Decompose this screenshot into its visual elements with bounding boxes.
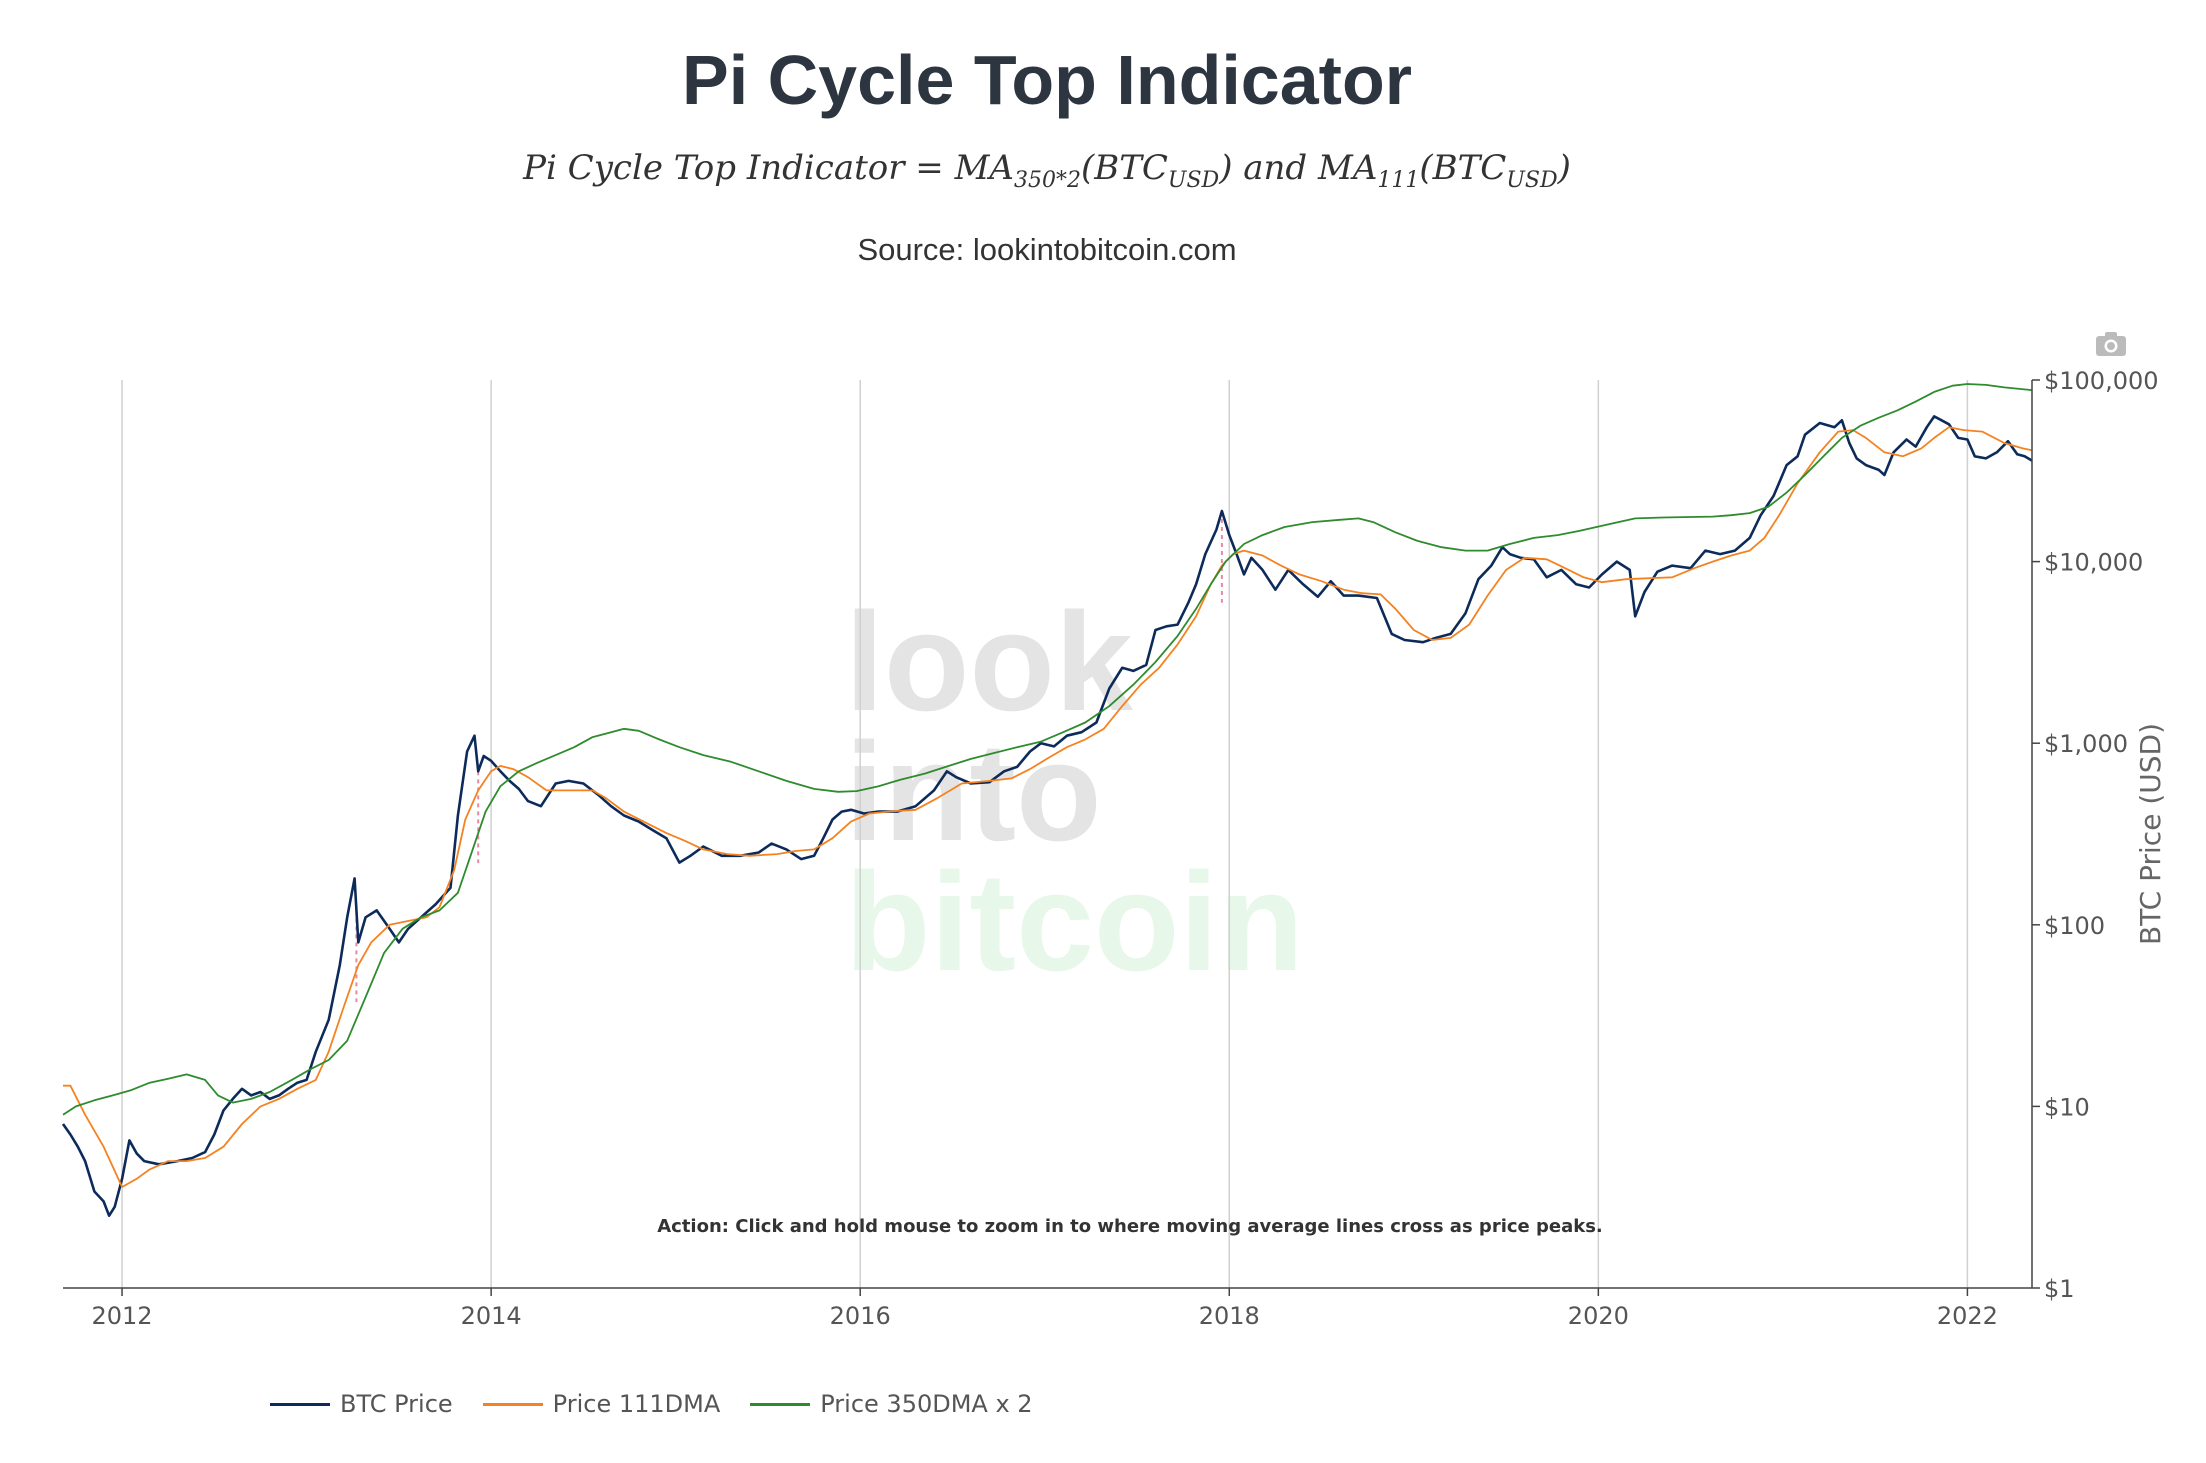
legend-swatch [750,1402,811,1406]
y-tick-label: $100 [2044,912,2105,940]
legend-swatch [270,1402,330,1406]
legend: BTC Price Price 111DMA Price 350DMA x 2 [270,1390,1033,1418]
source-text: Source: lookintobitcoin.com [857,232,1237,267]
x-tick-label: 2016 [830,1302,891,1330]
legend-label: Price 111DMA [552,1390,721,1418]
axes: 2012 2014 2016 2018 2020 2022 $1 $10 $100 $1,000 $… [63,367,2167,1330]
formula-mid: (BTC [1080,148,1168,188]
legend-label: Price 350DMA x 2 [820,1390,1033,1418]
formula-lhs: Pi Cycle Top Indicator = MA [523,148,1014,188]
formula-sub-111: 111 [1377,167,1420,193]
formula-mid2: ) and MA [1219,148,1378,188]
x-tick-label: 2012 [92,1302,153,1330]
x-tick-label: 2020 [1568,1302,1629,1330]
y-tick-label: $100,000 [2044,367,2159,395]
y-tick-label: $1 [2044,1275,2075,1303]
legend-label: BTC Price [340,1390,453,1418]
y-tick-label: $1,000 [2044,730,2128,758]
series-lines [61,383,2033,1217]
y-axis-title: BTC Price (USD) [2134,723,2167,945]
camera-icon[interactable] [2094,330,2128,358]
series-line-3[interactable] [62,383,2033,1116]
formula-sub-usd: USD [1167,167,1220,193]
watermark-look: look [845,583,1133,740]
formula-sub-350: 350*2 [1013,167,1081,193]
formula: Pi Cycle Top Indicator = MA350*2(BTCUSD)… [0,148,2094,193]
x-tick-label: 2022 [1937,1302,1998,1330]
watermark-bitcoin: bitcoin [845,843,1304,1000]
y-tick-label: $10,000 [2044,549,2143,577]
x-tick-label: 2014 [461,1302,522,1330]
watermark: look into bitcoin [845,583,1304,1000]
series-line-1[interactable] [61,415,2033,1217]
legend-swatch [482,1402,543,1406]
action-hint: Action: Click and hold mouse to zoom in … [657,1216,1603,1237]
formula-sub-usd-2: USD [1506,167,1558,193]
legend-item-1[interactable]: BTC Price [270,1390,453,1418]
chart[interactable]: look into bitcoin 2012 2014 2016 2018 2020 20… [0,360,2206,1380]
series-line-2[interactable] [63,426,2033,1188]
page-title: Pi Cycle Top Indicator [682,41,1412,119]
watermark-into: into [845,713,1102,870]
legend-item-2[interactable]: Price 111DMA [482,1390,721,1418]
formula-end: ) [1557,148,1571,188]
y-tick-label: $10 [2044,1093,2090,1121]
x-tick-label: 2018 [1199,1302,1260,1330]
legend-item-3[interactable]: Price 350DMA x 2 [750,1390,1033,1418]
formula-mid3: (BTC [1419,148,1507,188]
